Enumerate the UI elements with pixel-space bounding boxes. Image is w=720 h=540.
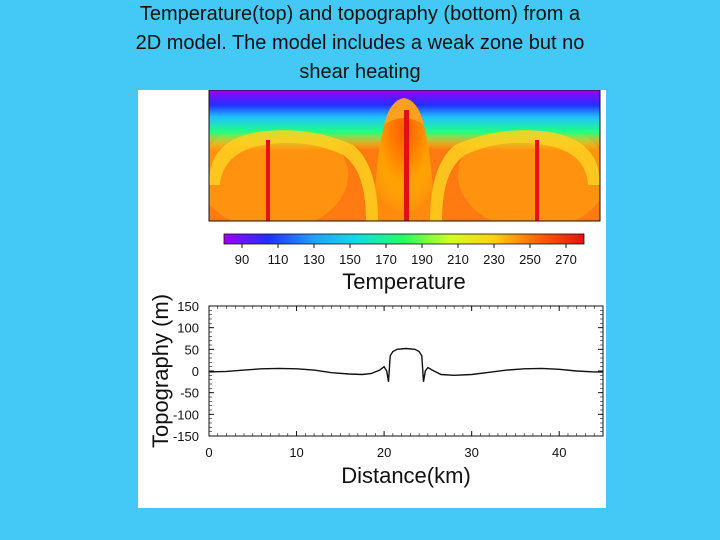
colorbar-tick-label: 150 bbox=[339, 252, 361, 267]
topography-x-tick-labels: 0 10 20 30 40 bbox=[205, 445, 566, 460]
temperature-colorbar: 90 110 130 150 170 190 210 230 250 270 Temperatur… bbox=[223, 233, 585, 294]
heatmap-downwelling-center bbox=[404, 110, 409, 221]
topography-y-tick-label: 100 bbox=[177, 321, 199, 336]
topography-x-tick-label: 10 bbox=[289, 445, 303, 460]
colorbar-tick-label: 110 bbox=[268, 252, 289, 267]
topography-y-tick-labels: 150 100 50 0 -50 -100 -150 bbox=[173, 299, 199, 444]
topography-y-tick-label: -50 bbox=[180, 386, 199, 401]
topography-x-tick-label: 20 bbox=[377, 445, 391, 460]
slide-title: Temperature(top) and topography (bottom)… bbox=[40, 0, 680, 87]
topography-series-line bbox=[208, 347, 603, 382]
slide-title-line-2: 2D model. The model includes a weak zone… bbox=[135, 32, 585, 54]
topography-y-tick-label: 150 bbox=[177, 299, 199, 314]
temperature-heatmap bbox=[208, 90, 601, 222]
topography-x-tick-label: 40 bbox=[552, 445, 566, 460]
colorbar-tick-label: 170 bbox=[375, 252, 397, 267]
figure-panel: 90 110 130 150 170 190 210 230 250 270 Temperatur… bbox=[138, 90, 606, 508]
colorbar-tick-label: 210 bbox=[447, 252, 469, 267]
topography-ticks bbox=[208, 305, 604, 437]
colorbar-tick-label: 190 bbox=[411, 252, 433, 267]
topography-y-tick-label: -150 bbox=[173, 429, 199, 444]
topography-x-tick-label: 0 bbox=[205, 445, 212, 460]
colorbar-tick-label: 90 bbox=[235, 252, 249, 267]
colorbar-tick-label: 130 bbox=[303, 252, 325, 267]
colorbar-tick-labels: 90 110 130 150 170 190 210 230 250 270 bbox=[235, 244, 577, 267]
topography-x-tick-label: 30 bbox=[464, 445, 478, 460]
heatmap-frame bbox=[208, 90, 601, 222]
colorbar-gradient bbox=[223, 233, 585, 245]
topography-plot-frame bbox=[208, 305, 604, 437]
colorbar-tick-label: 250 bbox=[519, 252, 541, 267]
colorbar-label: Temperature bbox=[342, 269, 466, 294]
slide-title-line-1: Temperature(top) and topography (bottom)… bbox=[139, 3, 581, 25]
topography-x-axis-label: Distance(km) bbox=[341, 463, 471, 488]
topography-y-tick-label: -100 bbox=[173, 407, 199, 422]
figure-svg: 90 110 130 150 170 190 210 230 250 270 Temperatur… bbox=[148, 90, 604, 488]
topography-y-axis-label: Topography (m) bbox=[148, 294, 173, 448]
topography-y-tick-label: 50 bbox=[185, 342, 199, 357]
topography-y-tick-label: 0 bbox=[192, 364, 199, 379]
topography-plot: 150 100 50 0 -50 -100 -150 0 10 20 30 40 Topograph… bbox=[148, 294, 604, 488]
colorbar-tick-label: 230 bbox=[483, 252, 505, 267]
heatmap-downwelling-left bbox=[266, 140, 270, 221]
heatmap-downwelling-right bbox=[535, 140, 539, 221]
slide-title-line-3: shear heating bbox=[299, 61, 421, 83]
colorbar-tick-label: 270 bbox=[555, 252, 577, 267]
